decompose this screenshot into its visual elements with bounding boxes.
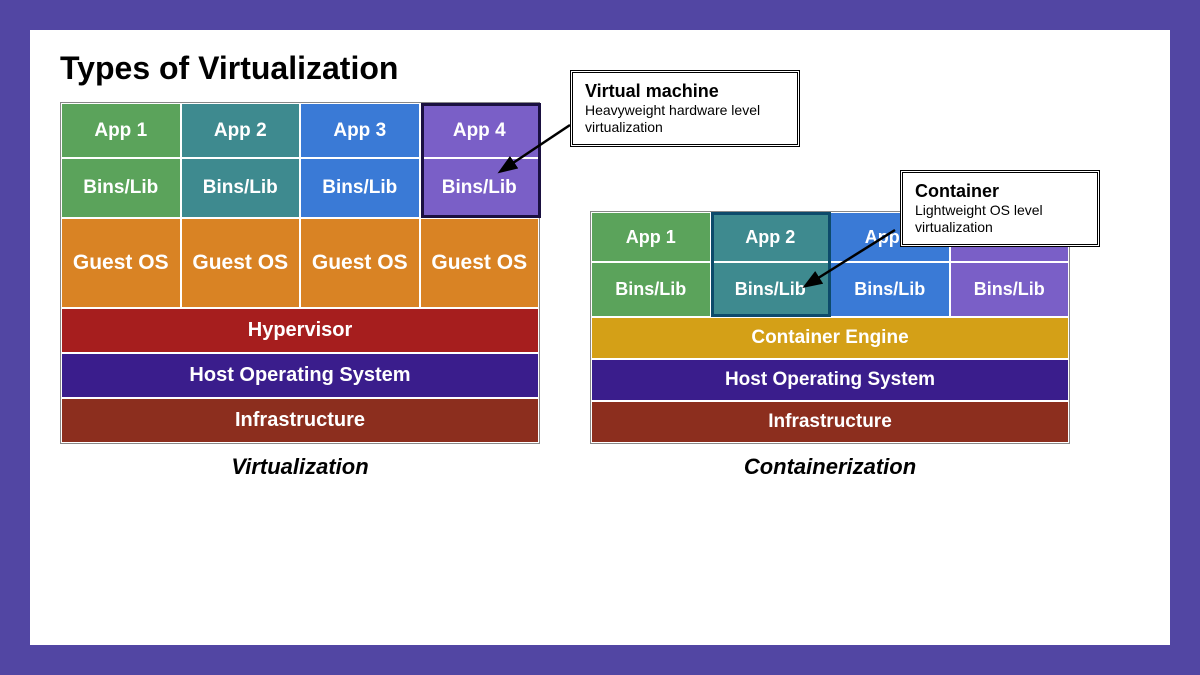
callout-vm-sub: Heavyweight hardware level virtualizatio…: [585, 102, 785, 136]
callout-container-sub: Lightweight OS level virtualization: [915, 202, 1085, 236]
virtualization-caption: Virtualization: [231, 454, 368, 480]
callout-vm: Virtual machine Heavyweight hardware lev…: [570, 70, 800, 147]
callout-container-title: Container: [915, 181, 1085, 202]
layer-cell: Infrastructure: [61, 398, 539, 443]
virt-app-cell: App 3: [300, 103, 420, 158]
virt-guestos-cell: Guest OS: [61, 218, 181, 308]
cont-bins-cell: Bins/Lib: [591, 262, 711, 317]
layer-row: Infrastructure: [591, 401, 1069, 443]
callout-container: Container Lightweight OS level virtualiz…: [900, 170, 1100, 247]
arrow-vm: [500, 120, 580, 180]
virtualization-stack: App 1App 2App 3App 4Bins/LibBins/LibBins…: [60, 102, 540, 444]
layer-cell: Host Operating System: [61, 353, 539, 398]
virt-app-cell: App 2: [181, 103, 301, 158]
layer-cell: Hypervisor: [61, 308, 539, 353]
virt-guestos-cell: Guest OS: [181, 218, 301, 308]
virt-bins-row: Bins/LibBins/LibBins/LibBins/Lib: [61, 158, 539, 218]
virt-bins-cell: Bins/Lib: [181, 158, 301, 218]
arrow-container: [805, 225, 905, 295]
layer-row: Infrastructure: [61, 398, 539, 443]
canvas: Types of Virtualization Virtual machine …: [30, 30, 1170, 645]
virt-bins-cell: Bins/Lib: [300, 158, 420, 218]
layer-row: Container Engine: [591, 317, 1069, 359]
cont-bins-cell: Bins/Lib: [950, 262, 1070, 317]
layer-row: Host Operating System: [591, 359, 1069, 401]
callout-vm-title: Virtual machine: [585, 81, 785, 102]
virt-app-cell: App 1: [61, 103, 181, 158]
virt-guestos-cell: Guest OS: [300, 218, 420, 308]
diagrams-row: App 1App 2App 3App 4Bins/LibBins/LibBins…: [60, 102, 1140, 480]
cont-app-cell: App 1: [591, 212, 711, 262]
virt-guestos-row: Guest OSGuest OSGuest OSGuest OS: [61, 218, 539, 308]
virtualization-column: App 1App 2App 3App 4Bins/LibBins/LibBins…: [60, 102, 540, 480]
layer-cell: Infrastructure: [591, 401, 1069, 443]
virt-app-row: App 1App 2App 3App 4: [61, 103, 539, 158]
layer-row: Host Operating System: [61, 353, 539, 398]
layer-cell: Container Engine: [591, 317, 1069, 359]
layer-cell: Host Operating System: [591, 359, 1069, 401]
virt-bins-cell: Bins/Lib: [61, 158, 181, 218]
layer-row: Hypervisor: [61, 308, 539, 353]
virt-guestos-cell: Guest OS: [420, 218, 540, 308]
containerization-caption: Containerization: [744, 454, 916, 480]
